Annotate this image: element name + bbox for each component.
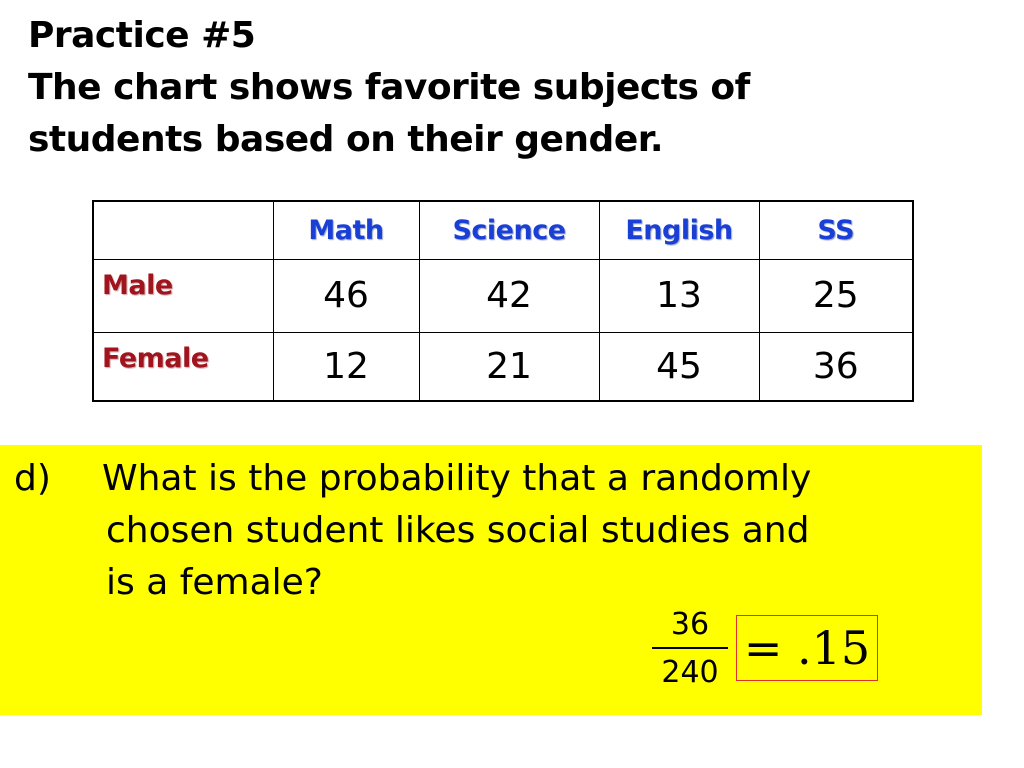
question-line-3: is a female?	[106, 562, 323, 603]
cell-female-ss: 36	[758, 331, 914, 402]
title-line-3: students based on their gender.	[28, 119, 664, 160]
table-corner-cell	[92, 200, 274, 260]
column-header-ss: SS	[758, 200, 914, 260]
fraction-numerator: 36	[670, 607, 710, 642]
title-line-1: Practice #5	[28, 15, 256, 56]
row-header-male: Male	[92, 258, 274, 333]
cell-female-science: 21	[418, 331, 600, 402]
cell-female-math: 12	[272, 331, 420, 402]
cell-male-science: 42	[418, 258, 600, 333]
answer-result-box: = .15	[736, 615, 878, 681]
column-header-science: Science	[418, 200, 600, 260]
cell-male-math: 46	[272, 258, 420, 333]
slide-title: Practice #5 The chart shows favorite sub…	[28, 10, 928, 166]
probability-fraction: 36 240	[652, 607, 728, 691]
question-letter: d)	[14, 458, 51, 499]
question-line-2: chosen student likes social studies and	[106, 510, 810, 551]
favorite-subjects-table: Math Science English SS Male 46 42 13 25…	[92, 200, 914, 402]
column-header-math: Math	[272, 200, 420, 260]
cell-male-english: 13	[598, 258, 760, 333]
table-row-female: Female 12 21 45 36	[92, 331, 914, 402]
fraction-bar	[652, 647, 728, 649]
title-line-2: The chart shows favorite subjects of	[28, 67, 750, 108]
table-header-row: Math Science English SS	[92, 200, 914, 260]
question-line-1: What is the probability that a randomly	[102, 458, 812, 499]
cell-male-ss: 25	[758, 258, 914, 333]
question-panel: d) What is the probability that a random…	[0, 445, 982, 715]
cell-female-english: 45	[598, 331, 760, 402]
row-header-female: Female	[92, 331, 274, 402]
fraction-denominator: 240	[661, 655, 719, 690]
question-text: What is the probability that a randomly …	[102, 453, 972, 609]
table-row-male: Male 46 42 13 25	[92, 258, 914, 333]
column-header-english: English	[598, 200, 760, 260]
